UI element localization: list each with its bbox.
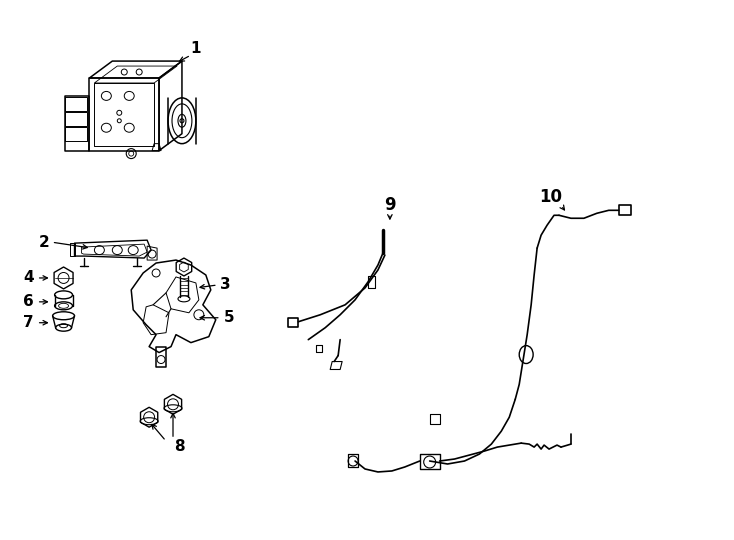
Text: 2: 2: [38, 235, 49, 249]
Text: 8: 8: [174, 438, 184, 454]
Text: 6: 6: [23, 294, 34, 309]
Text: 9: 9: [384, 197, 396, 214]
Text: 3: 3: [220, 278, 231, 293]
Text: 4: 4: [23, 271, 34, 286]
Text: 1: 1: [191, 40, 201, 56]
Text: 7: 7: [23, 315, 34, 330]
Text: 5: 5: [223, 310, 234, 325]
Text: 10: 10: [539, 188, 562, 206]
